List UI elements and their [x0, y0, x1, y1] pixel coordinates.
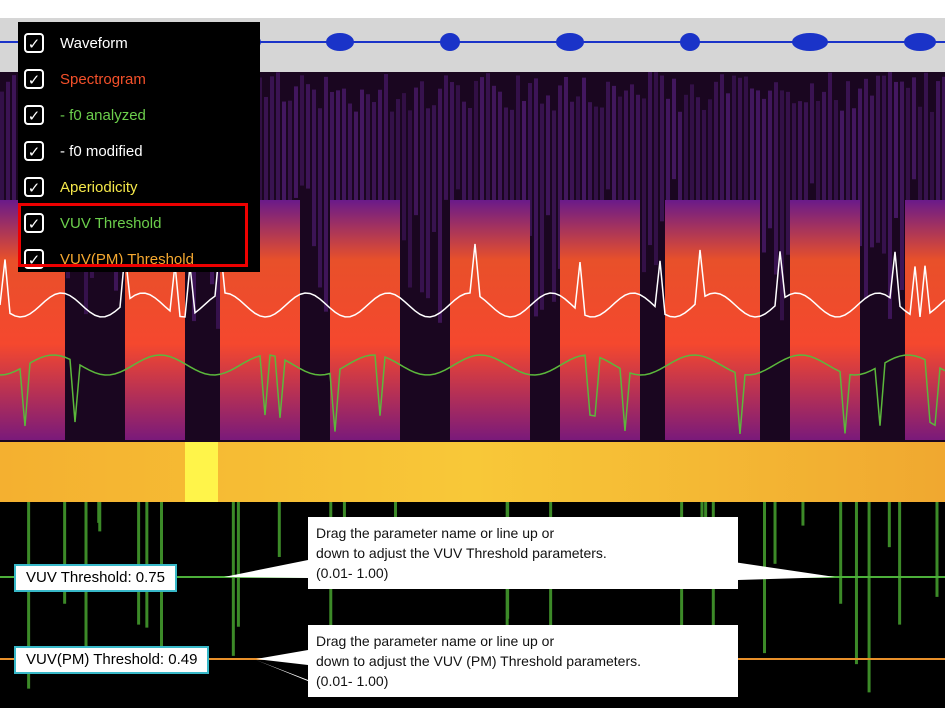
- spectro-streak: [456, 85, 460, 189]
- spectro-streak: [318, 108, 322, 287]
- callout-line: (0.01- 1.00): [316, 563, 730, 583]
- spectro-streak: [804, 102, 808, 212]
- spectro-streak: [798, 101, 802, 216]
- layer-label: Waveform: [60, 35, 128, 52]
- spectro-streak: [516, 75, 520, 207]
- spectro-streak: [402, 93, 406, 240]
- spectro-streak: [432, 105, 436, 232]
- spectro-streak: [774, 82, 778, 274]
- spectro-streak: [672, 79, 676, 179]
- spectro-streak: [738, 78, 742, 200]
- checkbox[interactable]: ✓: [24, 105, 44, 125]
- spectro-streak: [426, 108, 430, 298]
- spectro-streak: [546, 95, 550, 215]
- spectro-streak: [306, 84, 310, 188]
- waveform-burst: [556, 33, 584, 51]
- spectro-streak: [438, 89, 442, 323]
- spectro-streak: [870, 96, 874, 248]
- spectro-streak: [420, 81, 424, 292]
- waveform-burst: [792, 33, 828, 51]
- spectro-streak: [300, 75, 304, 185]
- aperiodicity: [0, 442, 945, 502]
- spectro-streak: [660, 76, 664, 222]
- spectro-streak: [264, 97, 268, 210]
- callout-line: down to adjust the VUV (PM) Threshold pa…: [316, 651, 730, 671]
- layer-label: - f0 analyzed: [60, 107, 146, 124]
- spectro-streak: [648, 72, 652, 245]
- spectro-streak: [312, 90, 316, 247]
- spectro-streak: [552, 110, 556, 301]
- waveform-burst: [680, 33, 700, 51]
- spectro-streak: [864, 79, 868, 298]
- spectro-streak: [768, 91, 772, 229]
- spectro-streak: [408, 110, 412, 287]
- callout-line: Drag the parameter name or line up or: [316, 631, 730, 651]
- spectro-streak: [786, 92, 790, 255]
- spectro-streak: [324, 77, 328, 312]
- checkbox[interactable]: ✓: [24, 69, 44, 89]
- layer-toggle[interactable]: ✓ Aperiodicity: [24, 172, 138, 202]
- layer-label: Spectrogram: [60, 71, 146, 88]
- checkbox[interactable]: ✓: [24, 141, 44, 161]
- spectro-voiced: [450, 200, 530, 440]
- callout-line: Drag the parameter name or line up or: [316, 523, 730, 543]
- spectro-streak: [930, 112, 934, 214]
- highlight-box: [18, 203, 248, 267]
- callout: Drag the parameter name or line up ordow…: [308, 625, 738, 697]
- spectro-voiced: [665, 200, 760, 440]
- spectro-streak: [882, 76, 886, 254]
- threshold-label[interactable]: VUV(PM) Threshold: 0.49: [14, 646, 209, 674]
- spectro-streak: [642, 98, 646, 272]
- spectro-streak: [810, 83, 814, 183]
- spectro-streak: [540, 104, 544, 310]
- spectro-streak: [360, 90, 364, 201]
- spectro-streak: [534, 78, 538, 316]
- layer-toggle[interactable]: ✓ Spectrogram: [24, 64, 146, 94]
- spectro-voiced: [905, 200, 945, 440]
- layer-label: Aperiodicity: [60, 179, 138, 196]
- spectro-streak: [294, 86, 298, 198]
- threshold-label[interactable]: VUV Threshold: 0.75: [14, 564, 177, 592]
- checkbox[interactable]: ✓: [24, 177, 44, 197]
- spectro-streak: [714, 82, 718, 200]
- screenshot: ✓ Waveform ✓ Spectrogram ✓ - f0 analyzed ✓ - f0…: [0, 0, 945, 708]
- spectro-streak: [720, 74, 724, 213]
- layer-label: - f0 modified: [60, 143, 143, 160]
- spectro-streak: [606, 82, 610, 190]
- checkbox[interactable]: ✓: [24, 33, 44, 53]
- spectro-streak: [762, 99, 766, 253]
- spectro-streak: [654, 72, 658, 265]
- spectro-streak: [900, 82, 904, 290]
- spectro-streak: [876, 76, 880, 243]
- callout-line: down to adjust the VUV Threshold paramet…: [316, 543, 730, 563]
- layer-toggle[interactable]: ✓ Waveform: [24, 28, 128, 58]
- layer-toggle[interactable]: ✓ - f0 analyzed: [24, 100, 146, 130]
- spectro-streak: [912, 77, 916, 179]
- waveform-burst: [440, 33, 460, 51]
- spectro-streak: [894, 82, 898, 218]
- callout-line: (0.01- 1.00): [316, 671, 730, 691]
- spectro-streak: [924, 73, 928, 200]
- layer-toggle[interactable]: ✓ - f0 modified: [24, 136, 143, 166]
- spectro-voiced: [790, 200, 860, 440]
- aperiodicity-peak: [185, 442, 218, 502]
- spectro-streak: [624, 91, 628, 214]
- spectro-streak: [414, 88, 418, 216]
- waveform-burst: [326, 33, 354, 51]
- spectro-streak: [444, 75, 448, 199]
- waveform-burst: [904, 33, 936, 51]
- spectro-voiced: [330, 200, 400, 440]
- callout: Drag the parameter name or line up ordow…: [308, 517, 738, 589]
